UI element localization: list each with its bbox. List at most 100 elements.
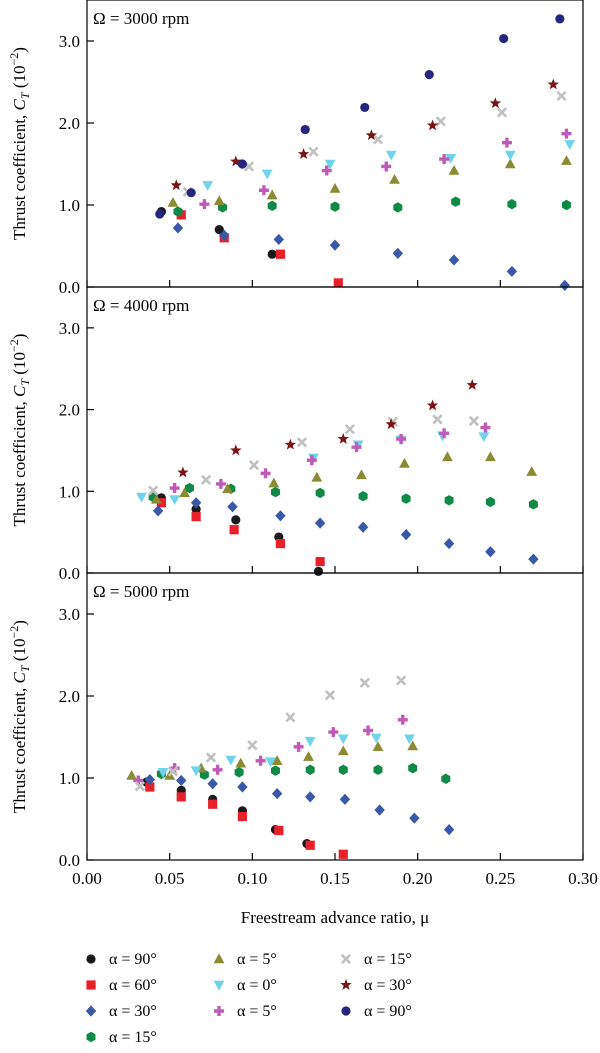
data-point: [205, 752, 217, 763]
y-axis-label: Thrust coefficient, CT (10−2): [7, 334, 32, 527]
y-tick-label: 1.0: [59, 482, 80, 501]
data-point: [374, 804, 385, 816]
x-tick-label: 0.30: [568, 869, 598, 888]
legend-marker: [86, 980, 96, 990]
x-tick-label: 0.25: [485, 869, 515, 888]
legend-marker: [86, 1031, 96, 1043]
panel-title: Ω = 4000 rpm: [93, 296, 189, 315]
data-point: [351, 442, 362, 453]
data-point: [485, 546, 496, 558]
legend-marker: [86, 954, 96, 964]
legend-label: α = 90°: [109, 951, 157, 968]
y-tick-label: 1.0: [59, 196, 80, 215]
data-point: [258, 185, 269, 196]
data-point: [305, 764, 315, 775]
data-point: [506, 265, 518, 278]
legend-marker: [340, 953, 352, 965]
x-tick-label: 0.15: [320, 869, 350, 888]
x-tick-label: 0.00: [72, 869, 102, 888]
y-tick-label: 0.0: [59, 278, 80, 297]
data-point: [227, 501, 238, 513]
data-point: [443, 824, 455, 836]
legend-item: α = 90°: [86, 951, 157, 968]
data-point: [270, 486, 280, 498]
data-point: [357, 521, 369, 533]
data-point: [237, 781, 248, 793]
data-point: [392, 247, 404, 259]
legend-item: α = 0°: [213, 977, 277, 994]
panel-1: 0.0 1.0 2.0 3.0 Ω = 3000 rpm Thrust coefficie…: [7, 0, 584, 297]
data-point: [408, 762, 418, 774]
data-point: [496, 107, 508, 118]
data-point: [561, 199, 571, 211]
data-point: [432, 414, 443, 425]
data-point: [145, 782, 155, 792]
data-point: [225, 755, 237, 766]
data-point: [400, 528, 412, 541]
data-point: [561, 155, 572, 165]
data-point: [324, 159, 336, 170]
panel-title: Ω = 3000 rpm: [93, 9, 189, 28]
data-point: [381, 161, 392, 172]
data-point: [314, 517, 326, 529]
data-point: [424, 70, 434, 80]
y-tick-label: 0.0: [59, 851, 80, 870]
data-point: [273, 233, 284, 246]
y-tick-label: 3.0: [59, 32, 80, 51]
data-point: [306, 455, 317, 466]
data-point: [275, 538, 286, 549]
data-point: [270, 765, 280, 776]
data-point: [315, 556, 325, 567]
data-point: [555, 14, 565, 24]
data-point: [305, 840, 315, 850]
data-point: [179, 487, 190, 498]
data-point: [191, 512, 201, 522]
data-point: [385, 150, 397, 161]
panel-frame: [86, 286, 584, 574]
panel-frame: [86, 572, 584, 861]
data-point: [501, 137, 512, 148]
legend-marker: [214, 1006, 224, 1016]
legend-marker: [341, 1006, 351, 1016]
data-point: [385, 418, 397, 430]
data-point: [237, 159, 248, 169]
data-point: [358, 490, 368, 502]
data-point: [152, 505, 164, 517]
data-point: [344, 424, 355, 435]
data-point: [213, 195, 225, 206]
data-point: [296, 437, 308, 448]
data-point: [526, 466, 538, 476]
data-point: [144, 774, 156, 786]
data-point: [265, 757, 276, 768]
legend-item: α = 30°: [340, 977, 412, 994]
data-point: [155, 209, 165, 219]
y-tick-label: 0.0: [59, 564, 80, 583]
data-point: [267, 200, 277, 212]
data-point: [191, 504, 201, 514]
data-point: [448, 254, 460, 266]
data-point: [504, 150, 516, 161]
panels: 0.0 1.0 2.0 3.0 Ω = 3000 rpm Thrust coefficie…: [7, 0, 598, 888]
data-point: [330, 201, 340, 212]
data-point: [284, 438, 297, 450]
data-point: [329, 239, 341, 251]
data-point: [444, 495, 454, 506]
data-point: [293, 741, 304, 752]
data-point: [435, 116, 446, 127]
data-point: [504, 158, 516, 169]
legend-label: α = 60°: [109, 977, 157, 994]
data-point: [199, 199, 210, 210]
data-point: [338, 764, 348, 775]
data-point: [285, 712, 296, 723]
data-point: [185, 482, 195, 494]
data-point: [275, 510, 286, 522]
panel-2: 0.0 1.0 2.0 3.0 Ω = 4000 rpm Thrust coefficie…: [7, 286, 584, 583]
data-point: [559, 279, 571, 291]
data-point: [274, 825, 284, 836]
data-point: [442, 451, 453, 462]
data-point: [234, 767, 244, 778]
legend-label: α = 30°: [109, 1003, 157, 1020]
data-point: [439, 428, 450, 439]
data-point: [337, 745, 349, 756]
